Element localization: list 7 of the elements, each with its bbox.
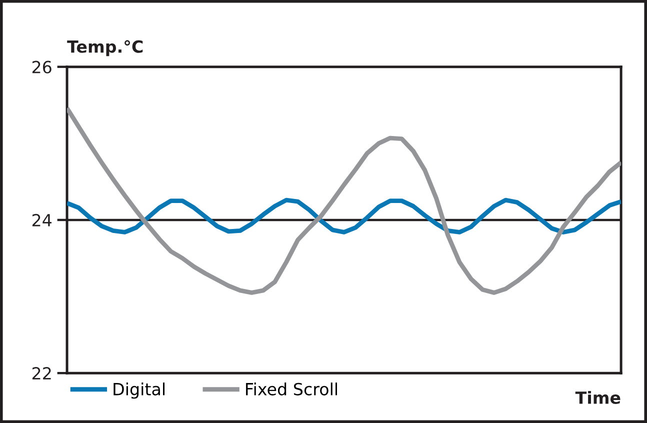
legend-label: Digital <box>114 382 165 399</box>
y-axis-title: Temp.°C <box>67 40 143 56</box>
y-tick-label: 26 <box>32 60 52 74</box>
x-axis-title: Time <box>575 391 620 404</box>
y-tick-label: 24 <box>32 214 52 226</box>
y-tick-label: 22 <box>32 367 51 380</box>
legend-label: Fixed Scroll <box>246 382 338 396</box>
